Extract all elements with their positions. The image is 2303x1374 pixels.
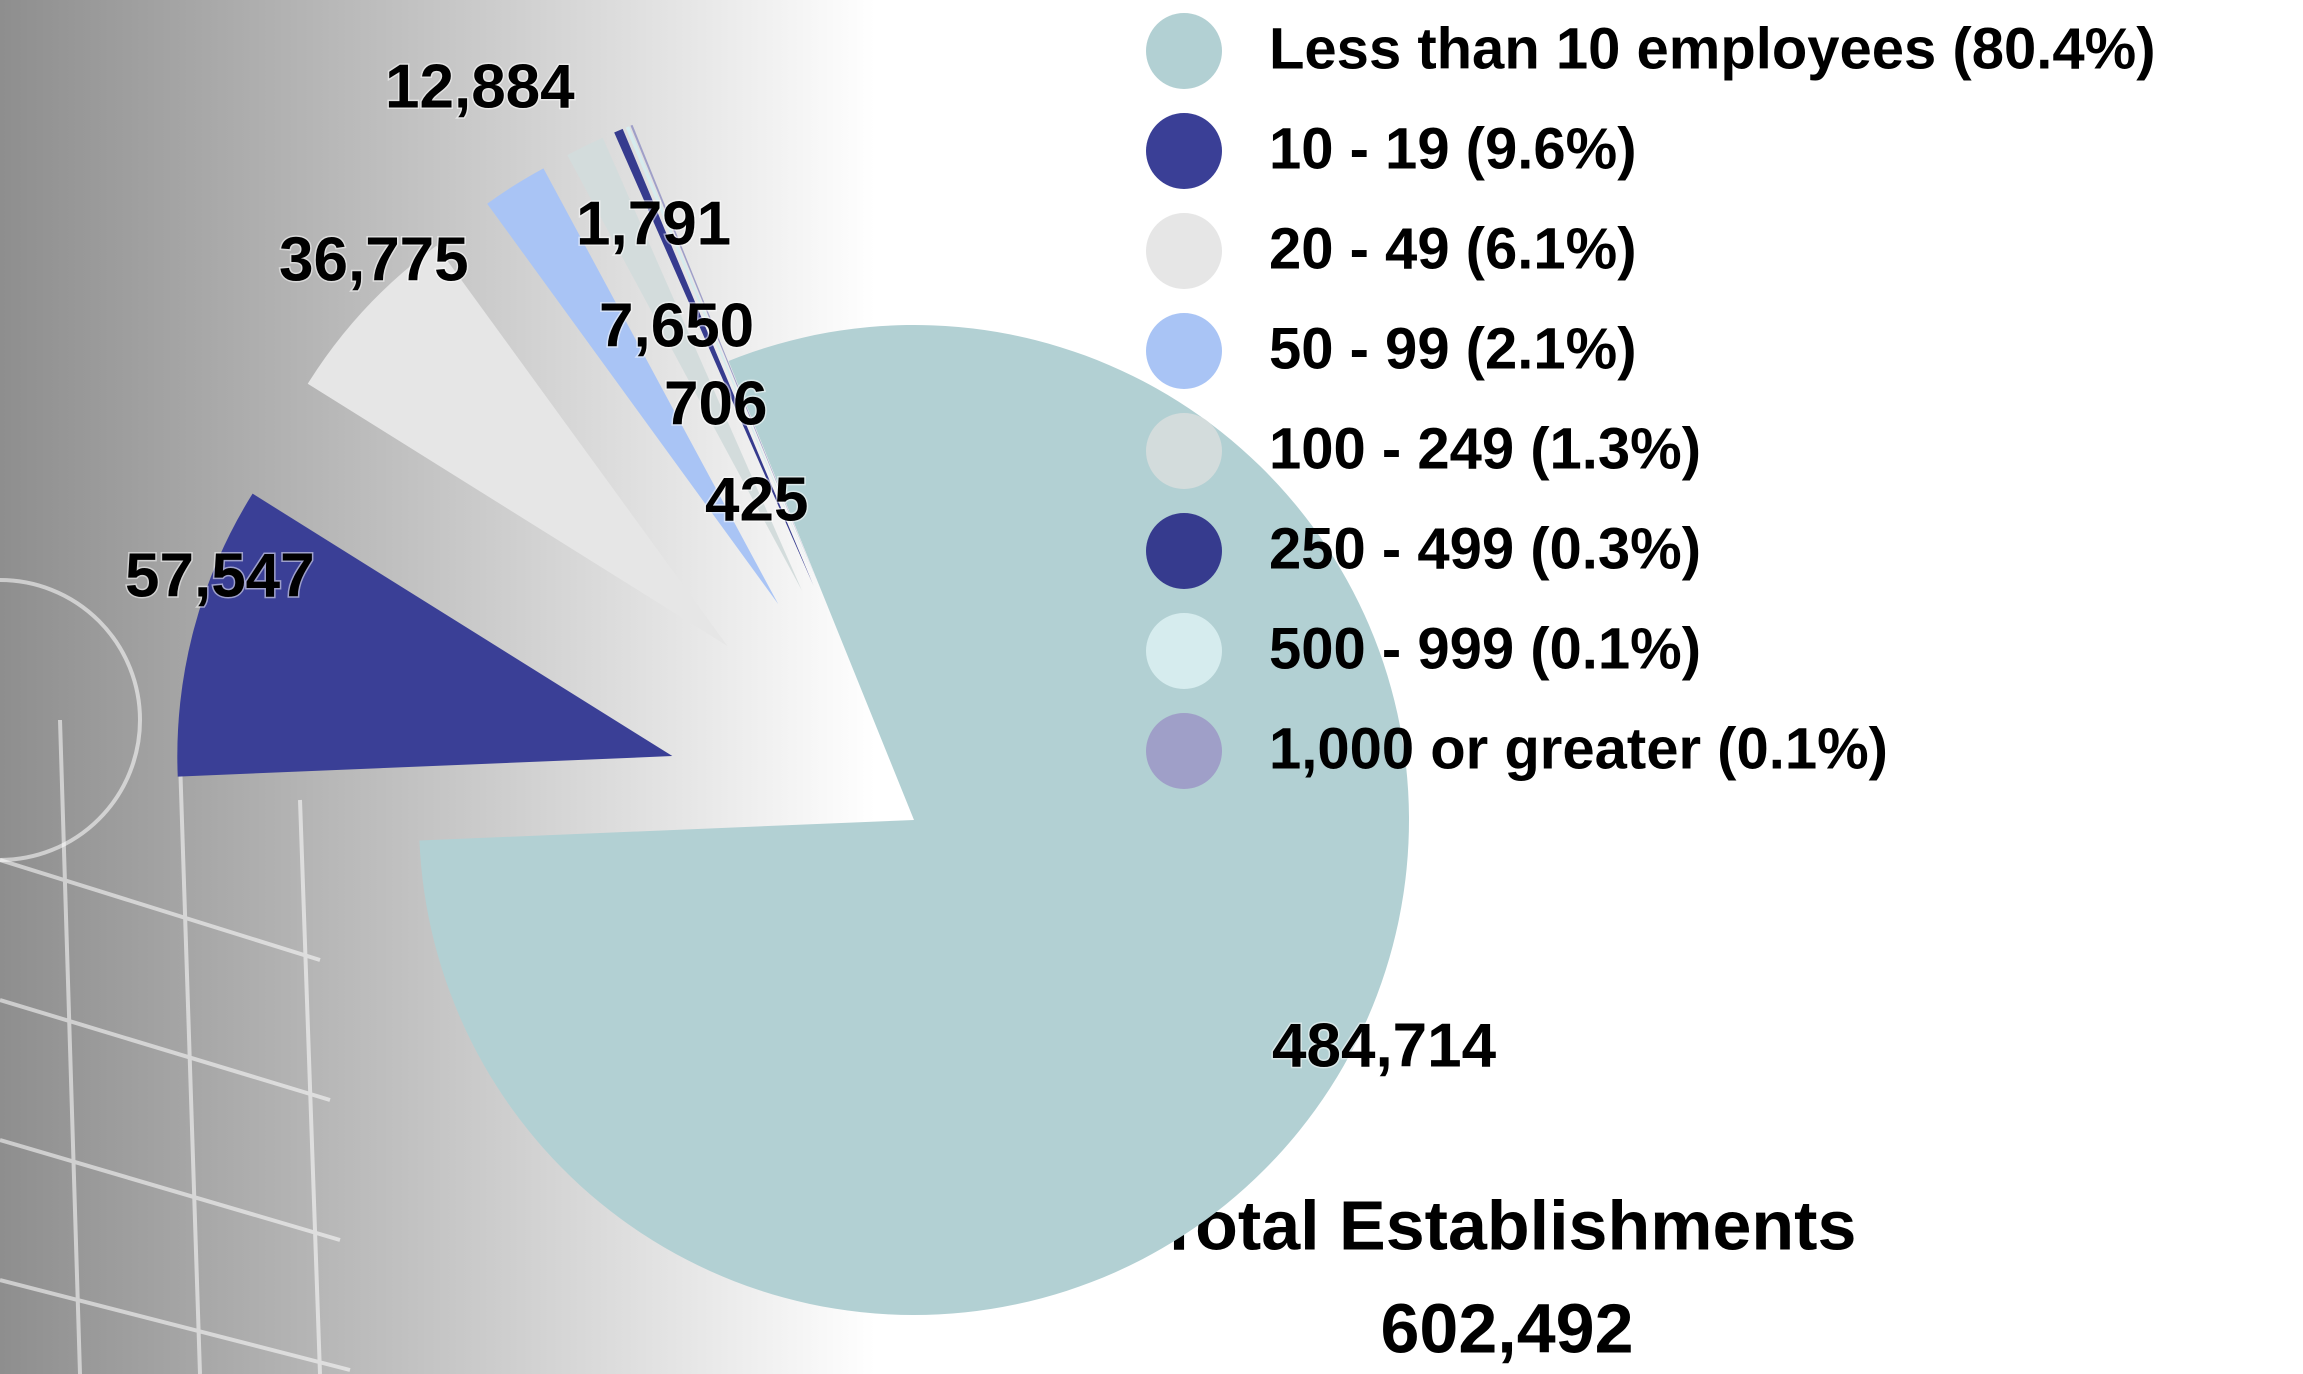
pie-slice [567,137,803,591]
pie-slice [307,245,728,647]
legend-label: 250 - 499 (0.3%) [1269,516,1701,581]
legend-swatch [1146,113,1222,189]
legend-swatch [1146,513,1222,589]
pie-slice [177,493,673,777]
data-label: 425 [705,465,808,534]
data-label: 12,884 [385,52,575,121]
pie-slice [630,124,818,584]
data-label: 36,775 [279,225,469,294]
data-label: 57,547 [125,541,315,610]
legend-swatch [1146,613,1222,689]
total-title: Total Establishments [1158,1186,1857,1264]
background-building [0,578,351,1374]
legend-label: 50 - 99 (2.1%) [1269,316,1637,381]
pie-slice [625,126,817,585]
legend-label: Less than 10 employees (80.4%) [1269,16,2156,81]
legend-label: 10 - 19 (9.6%) [1269,116,1637,181]
legend-label: 500 - 999 (0.1%) [1269,616,1701,681]
total-value: 602,492 [1380,1289,1633,1367]
data-label: 7,650 [599,291,754,360]
data-label: 1,791 [576,189,731,258]
pie-slice [614,128,814,586]
legend-swatch [1146,413,1222,489]
pie-slice [487,168,779,605]
legend-label: 1,000 or greater (0.1%) [1269,716,1888,781]
data-label: 706 [664,369,767,438]
legend-swatch [1146,13,1222,89]
legend-label: 100 - 249 (1.3%) [1269,416,1701,481]
legend-swatch [1146,213,1222,289]
legend-swatch [1146,713,1222,789]
legend-label: 20 - 49 (6.1%) [1269,216,1637,281]
legend-swatch [1146,313,1222,389]
data-label: 484,714 [1272,1011,1497,1080]
